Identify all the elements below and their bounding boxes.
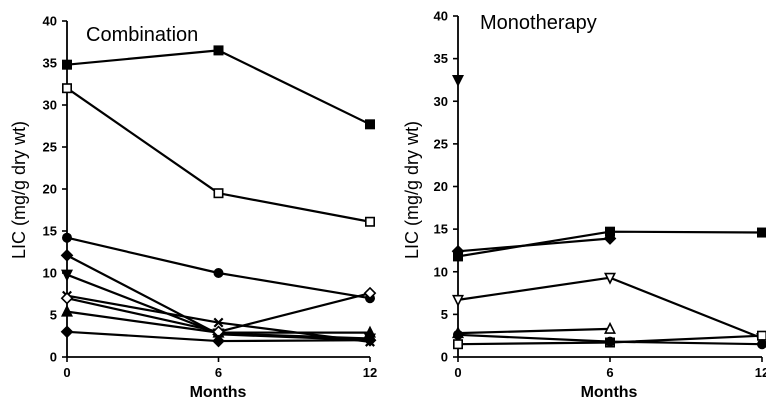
x-axis-title: Months [581, 384, 638, 401]
y-axis-title: LIC (mg/g dry wt) [9, 121, 29, 259]
x-tick-label: 6 [606, 365, 613, 380]
y-tick-label: 10 [434, 264, 448, 279]
y-tick-label: 35 [43, 56, 57, 71]
y-tick-label: 35 [434, 51, 448, 66]
series-8 [60, 325, 377, 348]
chart-title: Combination [86, 24, 198, 46]
data-point [452, 339, 463, 350]
data-point [212, 334, 225, 348]
y-tick-label: 5 [50, 308, 57, 323]
series-7 [60, 286, 377, 339]
y-tick-label: 40 [43, 14, 57, 29]
data-point [452, 329, 463, 340]
series-line [66, 87, 371, 223]
combination-chart: LIC (mg/g dry wt) Combination Months 0 5 1… [9, 14, 377, 402]
y-tick-label: 15 [434, 222, 448, 237]
data-point [213, 188, 224, 199]
data-point [213, 45, 224, 56]
data-point [61, 269, 73, 282]
series-0 [61, 45, 375, 130]
data-point [213, 267, 224, 278]
data-point [604, 336, 615, 347]
data-point [364, 119, 375, 130]
data-point [61, 232, 72, 243]
data-point [451, 244, 465, 258]
series-1 [61, 83, 375, 227]
series-line [457, 237, 611, 253]
series-2 [451, 232, 617, 258]
y-tick-label: 10 [43, 266, 57, 281]
y-axis-title: LIC (mg/g dry wt) [402, 121, 422, 259]
chart-title: Monotherapy [480, 12, 597, 34]
series-0 [452, 74, 464, 87]
data-point [757, 339, 766, 350]
data-point [604, 272, 616, 285]
data-point [756, 330, 766, 341]
x-tick-label: 0 [63, 365, 70, 380]
y-tick-label: 0 [441, 350, 448, 365]
y-tick-label: 25 [43, 140, 57, 155]
series-line [457, 327, 611, 335]
data-point [60, 291, 74, 305]
data-point [61, 59, 72, 70]
y-tick-label: 30 [434, 94, 448, 109]
x-tick-label: 12 [755, 365, 766, 380]
monotherapy-chart: LIC (mg/g dry wt) Monotherapy Months 0 5 1… [402, 9, 766, 401]
y-tick-label: 15 [43, 224, 57, 239]
y-tick-label: 5 [441, 307, 448, 322]
x-tick-label: 6 [215, 365, 222, 380]
y-tick-label: 20 [434, 179, 448, 194]
data-point [452, 294, 464, 307]
y-tick-label: 20 [43, 182, 57, 197]
data-point [213, 317, 224, 328]
y-tick-label: 25 [434, 136, 448, 151]
data-point [603, 232, 617, 245]
y-tick-label: 0 [50, 350, 57, 365]
data-point [756, 227, 766, 238]
x-tick-label: 12 [363, 365, 377, 380]
data-point [363, 286, 377, 300]
data-point [363, 333, 377, 347]
series-6 [452, 329, 766, 350]
data-point [452, 74, 464, 87]
data-point [364, 216, 375, 227]
series-line [66, 236, 371, 300]
data-point [60, 325, 74, 339]
data-point [61, 83, 72, 94]
x-tick-label: 0 [454, 365, 461, 380]
data-point [60, 249, 74, 262]
y-tick-label: 30 [43, 98, 57, 113]
x-axis-title: Months [190, 384, 247, 401]
data-point [604, 321, 616, 334]
series-line [66, 49, 371, 126]
y-tick-label: 40 [434, 9, 448, 24]
data-point [61, 304, 73, 317]
